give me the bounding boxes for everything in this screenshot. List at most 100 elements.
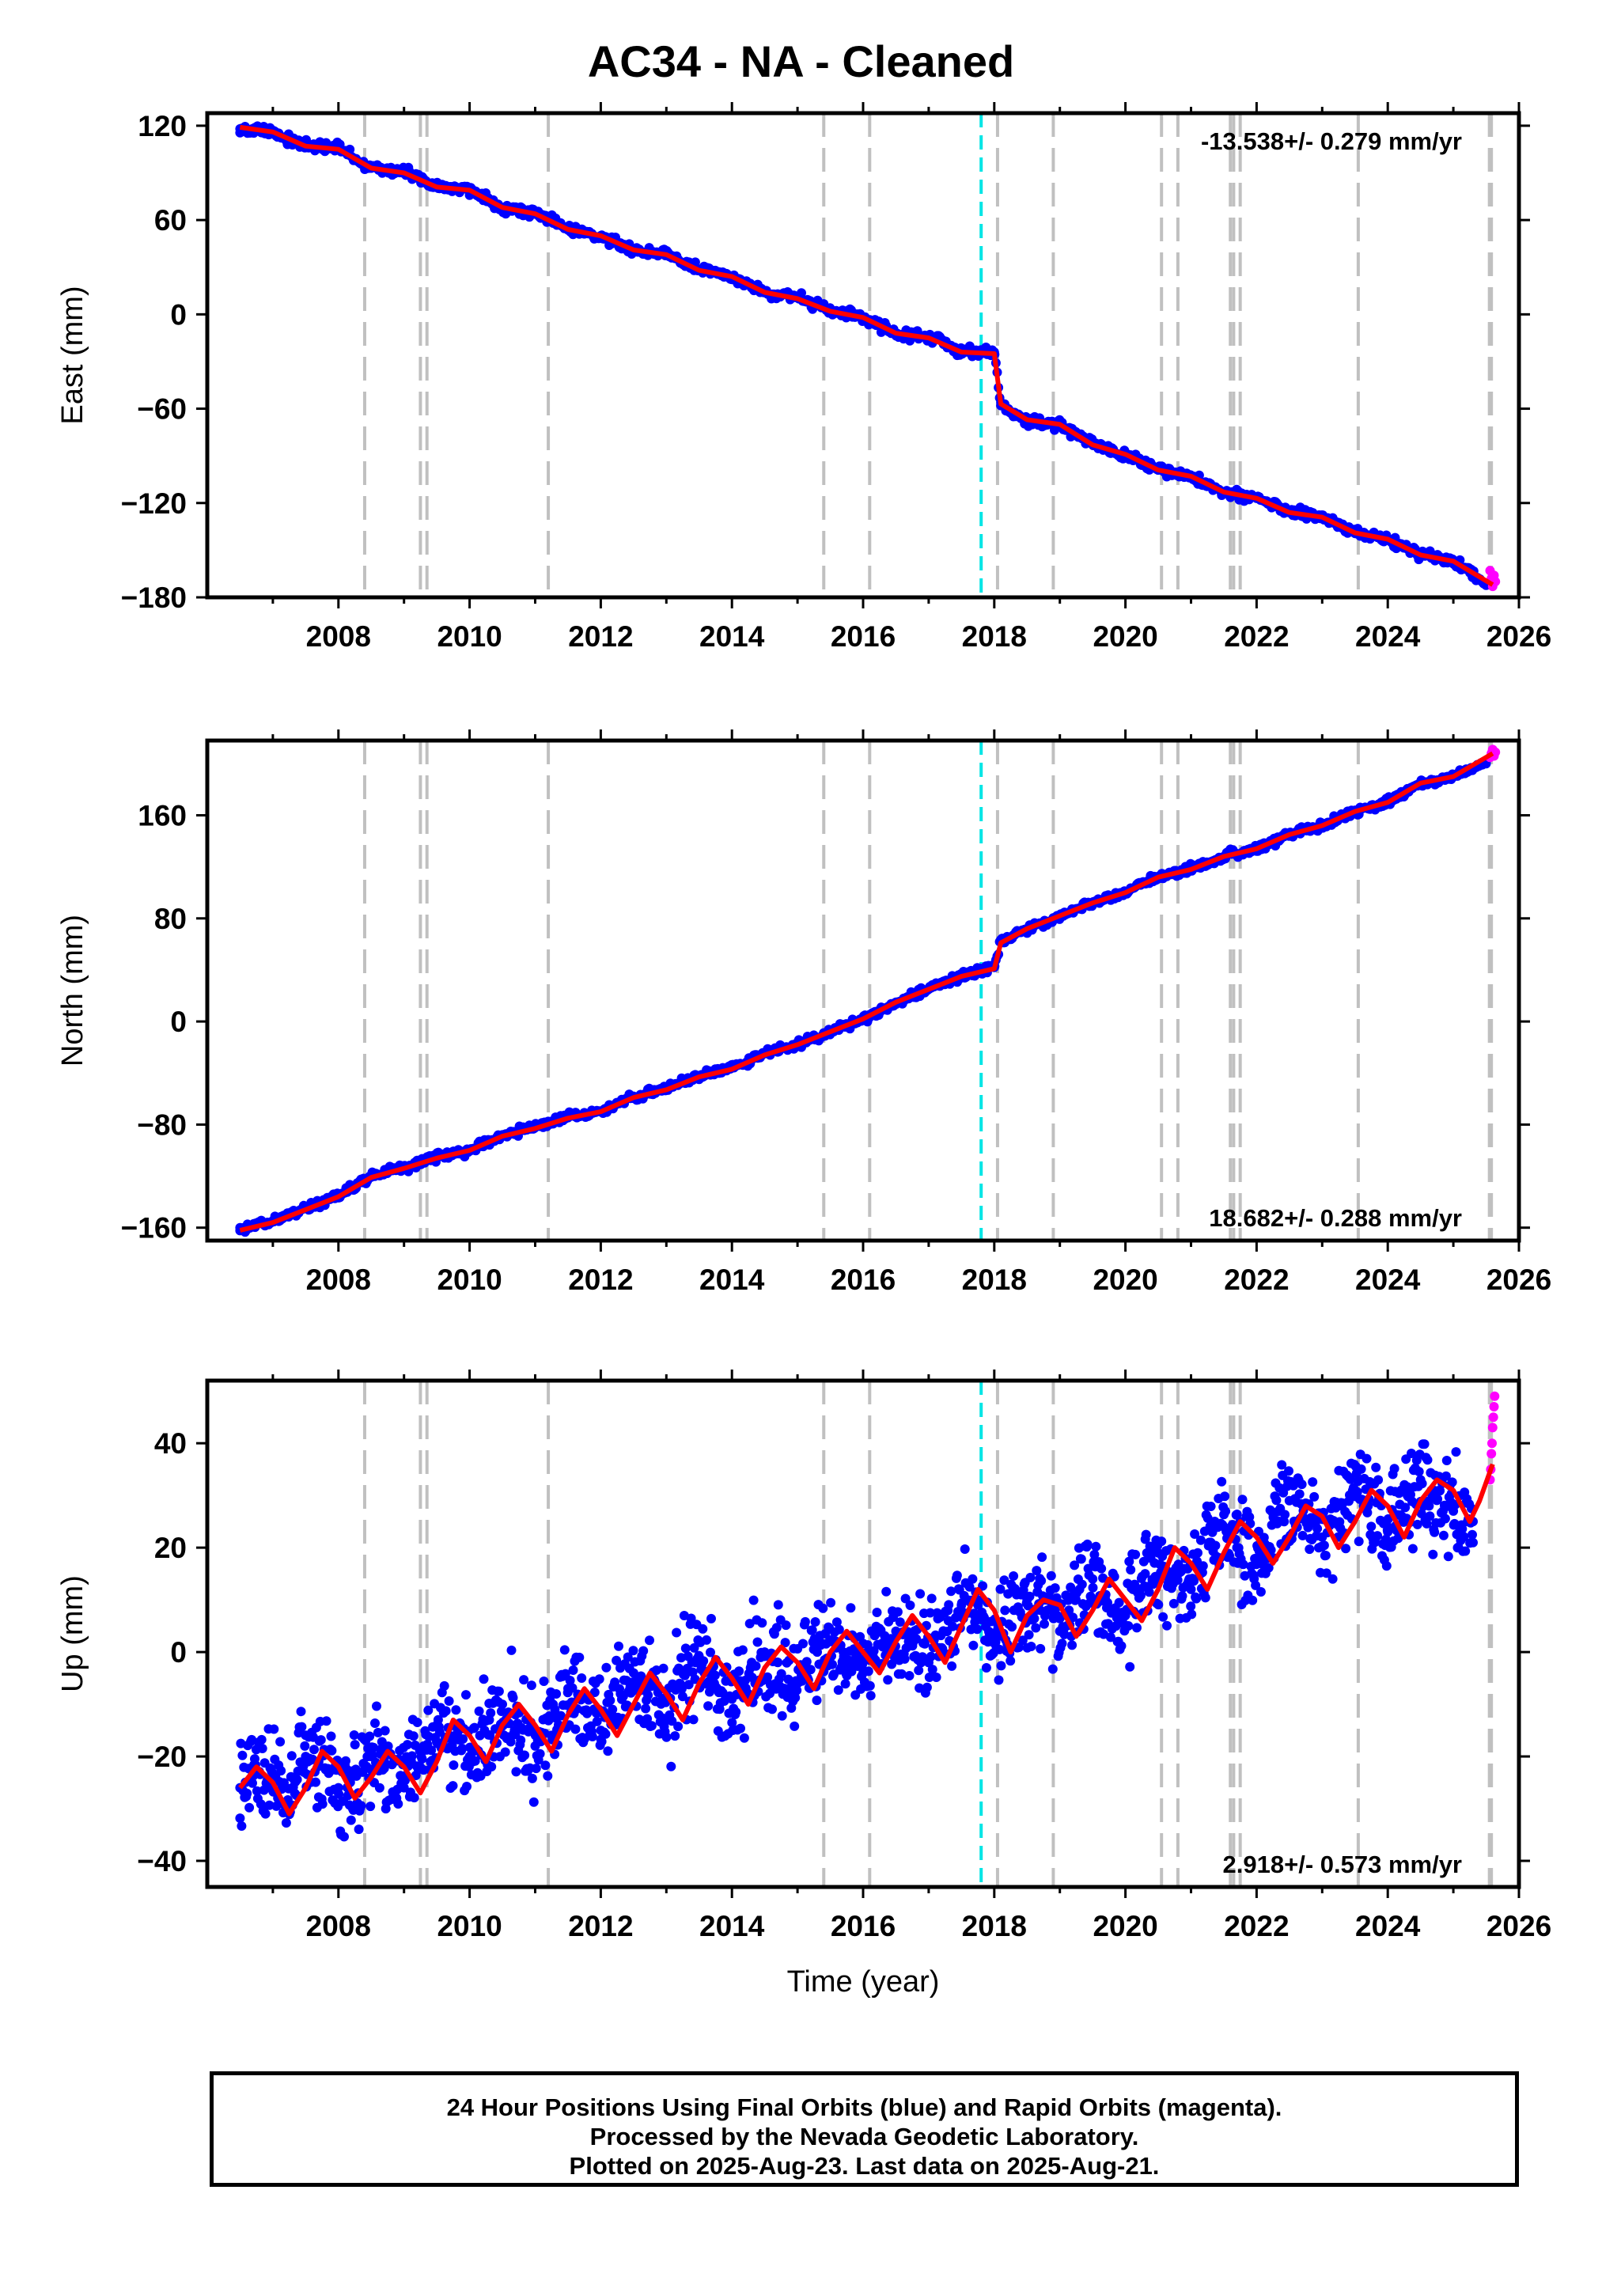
- final-orbit-point: [1088, 1582, 1098, 1593]
- final-orbit-point: [1327, 1574, 1338, 1584]
- final-orbit-point: [1308, 1477, 1318, 1487]
- y-tick-label: −120: [121, 487, 187, 520]
- final-orbit-point: [642, 1714, 653, 1724]
- x-tick-label: 2020: [1093, 1910, 1157, 1942]
- final-orbit-point: [479, 1674, 489, 1684]
- final-orbit-point: [1319, 1540, 1329, 1551]
- final-orbit-point: [759, 1647, 770, 1658]
- final-orbit-point: [924, 1673, 934, 1682]
- final-orbit-point: [790, 1692, 801, 1703]
- final-orbit-point: [1380, 1534, 1391, 1544]
- x-tick-label: 2008: [306, 1264, 371, 1296]
- final-orbit-point: [968, 1574, 978, 1584]
- final-orbit-point: [1177, 1591, 1187, 1601]
- final-orbit-point: [1373, 1531, 1383, 1541]
- final-orbit-point: [520, 1750, 530, 1760]
- final-orbit-point: [1125, 1661, 1135, 1672]
- y-tick-label: −180: [121, 582, 187, 614]
- final-orbit-point: [301, 1752, 311, 1762]
- final-orbit-point: [1350, 1485, 1360, 1495]
- final-orbit-point: [1070, 1560, 1080, 1570]
- final-orbit-point: [1130, 1549, 1141, 1559]
- y-axis-label: East (mm): [56, 286, 89, 424]
- final-orbit-point: [978, 1581, 988, 1591]
- x-tick-label: 2024: [1355, 1910, 1421, 1942]
- y-tick-label: −160: [121, 1212, 187, 1245]
- x-tick-label: 2010: [437, 1264, 502, 1296]
- final-orbit-point: [805, 1665, 816, 1675]
- final-orbit-point: [269, 1724, 279, 1734]
- x-tick-label: 2022: [1224, 620, 1289, 653]
- final-orbit-point: [1141, 1529, 1151, 1540]
- final-orbit-point: [494, 1686, 504, 1696]
- final-orbit-point: [1114, 1597, 1124, 1608]
- final-orbit-point: [1309, 1491, 1320, 1502]
- final-orbit-point: [661, 1714, 672, 1725]
- final-orbit-point: [865, 1691, 876, 1701]
- final-orbit-point: [628, 1668, 638, 1678]
- final-orbit-point: [1412, 1519, 1422, 1529]
- final-orbit-point: [964, 1582, 975, 1592]
- final-orbit-point: [646, 1721, 657, 1731]
- final-orbit-point: [703, 1701, 714, 1711]
- plot-frame: [205, 111, 1521, 600]
- final-orbit-point: [615, 1688, 626, 1699]
- final-orbit-point: [661, 1732, 672, 1742]
- x-axis-label: Time (year): [787, 1965, 940, 1999]
- final-orbit-point: [1055, 1626, 1065, 1636]
- final-orbit-point: [840, 1679, 850, 1689]
- final-orbit-point: [341, 1756, 350, 1766]
- final-orbit-point: [1026, 1642, 1036, 1651]
- final-orbit-point: [995, 1584, 1006, 1594]
- final-orbit-point: [1088, 1574, 1098, 1584]
- final-orbit-point: [862, 1640, 873, 1650]
- final-orbit-point: [311, 1777, 320, 1787]
- y-tick-label: −60: [137, 393, 187, 426]
- final-orbit-point: [560, 1669, 570, 1679]
- final-orbit-point: [790, 1721, 800, 1731]
- final-orbit-point: [818, 1603, 828, 1613]
- final-orbit-point: [1400, 1502, 1411, 1513]
- final-orbit-point: [833, 1685, 843, 1695]
- final-orbit-point: [946, 1586, 956, 1597]
- final-orbit-point: [1105, 1632, 1115, 1642]
- final-orbit-point: [677, 1692, 687, 1702]
- x-tick-label: 2012: [568, 1264, 633, 1296]
- final-orbit-point: [372, 1701, 381, 1711]
- final-orbit-point: [736, 1723, 745, 1733]
- final-orbit-point: [904, 1671, 915, 1680]
- final-orbit-point: [316, 1735, 326, 1745]
- final-orbit-point: [516, 1735, 526, 1745]
- final-orbit-point: [1252, 1558, 1262, 1568]
- final-orbit-point: [831, 1617, 842, 1627]
- x-tick-label: 2014: [699, 1910, 765, 1942]
- final-orbit-point: [1356, 1464, 1366, 1474]
- final-orbit-point: [339, 1832, 349, 1842]
- final-orbit-point: [563, 1684, 573, 1694]
- final-orbit-point: [508, 1692, 518, 1703]
- y-tick-label: −80: [137, 1108, 187, 1141]
- final-orbit-point: [1438, 1530, 1449, 1540]
- final-orbit-point: [426, 1745, 437, 1756]
- final-orbit-point: [487, 1762, 497, 1771]
- final-orbit-point: [969, 1610, 979, 1620]
- final-orbit-point: [260, 1809, 271, 1819]
- final-orbit-point: [943, 1616, 953, 1626]
- final-orbit-point: [690, 257, 700, 267]
- final-orbit-point: [1126, 1565, 1136, 1575]
- final-orbit-point: [568, 1665, 578, 1675]
- final-orbit-point: [1317, 1532, 1327, 1542]
- final-orbit-point: [1294, 1489, 1305, 1499]
- final-orbit-point: [731, 1707, 741, 1717]
- footer-box: 24 Hour Positions Using Final Orbits (bl…: [210, 2071, 1519, 2187]
- final-orbit-point: [594, 1674, 604, 1684]
- final-orbit-point: [1047, 1664, 1058, 1674]
- final-orbit-point: [506, 1645, 517, 1655]
- final-orbit-point: [439, 1680, 449, 1691]
- final-orbit-point: [931, 1673, 941, 1682]
- x-tick-label: 2026: [1486, 1264, 1551, 1296]
- final-orbit-point: [559, 1645, 570, 1655]
- final-orbit-point: [1441, 1456, 1452, 1465]
- final-orbit-point: [694, 1652, 704, 1662]
- x-tick-label: 2018: [962, 620, 1027, 653]
